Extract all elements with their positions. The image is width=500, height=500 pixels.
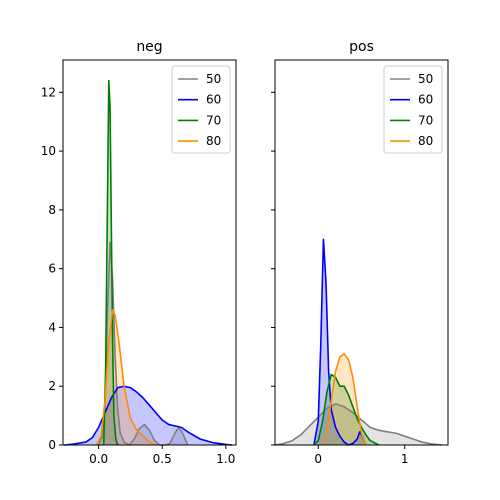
series-line-50: [97, 241, 189, 446]
x-tick-label: 1.0: [216, 452, 235, 466]
legend-label: 80: [206, 134, 221, 148]
series-line-70: [313, 373, 380, 446]
y-tick-label: 6: [48, 262, 56, 276]
series-line-70: [102, 79, 119, 446]
x-tick-label: 0: [314, 452, 322, 466]
legend: 50 60 70 80: [383, 65, 443, 154]
legend-label: 80: [418, 134, 433, 148]
legend-label: 70: [206, 113, 221, 127]
x-tick-label: 1: [401, 452, 409, 466]
legend-label: 60: [206, 93, 221, 107]
legend-frame: [383, 65, 443, 154]
series-line-60: [313, 238, 367, 446]
legend-label: 50: [418, 72, 433, 86]
panel-neg: neg 0.0 0.5 1.0 0 2 4 6 8 10 12 50 60 70 80: [41, 39, 237, 466]
legend-label: 60: [418, 93, 433, 107]
series-area-60: [64, 386, 233, 445]
y-tick-label: 10: [41, 144, 56, 158]
y-tick-label: 2: [48, 379, 56, 393]
series-area-80: [322, 353, 366, 445]
legend-frame: [171, 65, 231, 154]
y-tick-label: 0: [48, 438, 56, 452]
legend: 50 60 70 80: [171, 65, 231, 154]
series-area-80: [96, 309, 156, 445]
y-tick-label: 12: [41, 85, 56, 99]
legend-label: 50: [206, 72, 221, 86]
series-area-50: [98, 242, 188, 445]
panel-title: pos: [349, 39, 374, 55]
x-tick-label: 0.5: [153, 452, 172, 466]
y-tick-label: 8: [48, 203, 56, 217]
axes-frame: [62, 59, 237, 446]
y-tick-label: 4: [48, 320, 56, 334]
x-tick-label: 0.0: [89, 452, 108, 466]
axes-frame: [274, 59, 449, 446]
legend-label: 70: [418, 113, 433, 127]
series-line-80: [95, 309, 157, 446]
panel-pos: pos 0 1 50 60 70 80: [271, 39, 449, 466]
series-line-60: [64, 385, 233, 446]
series-line-80: [321, 353, 367, 446]
panel-title: neg: [136, 39, 162, 55]
